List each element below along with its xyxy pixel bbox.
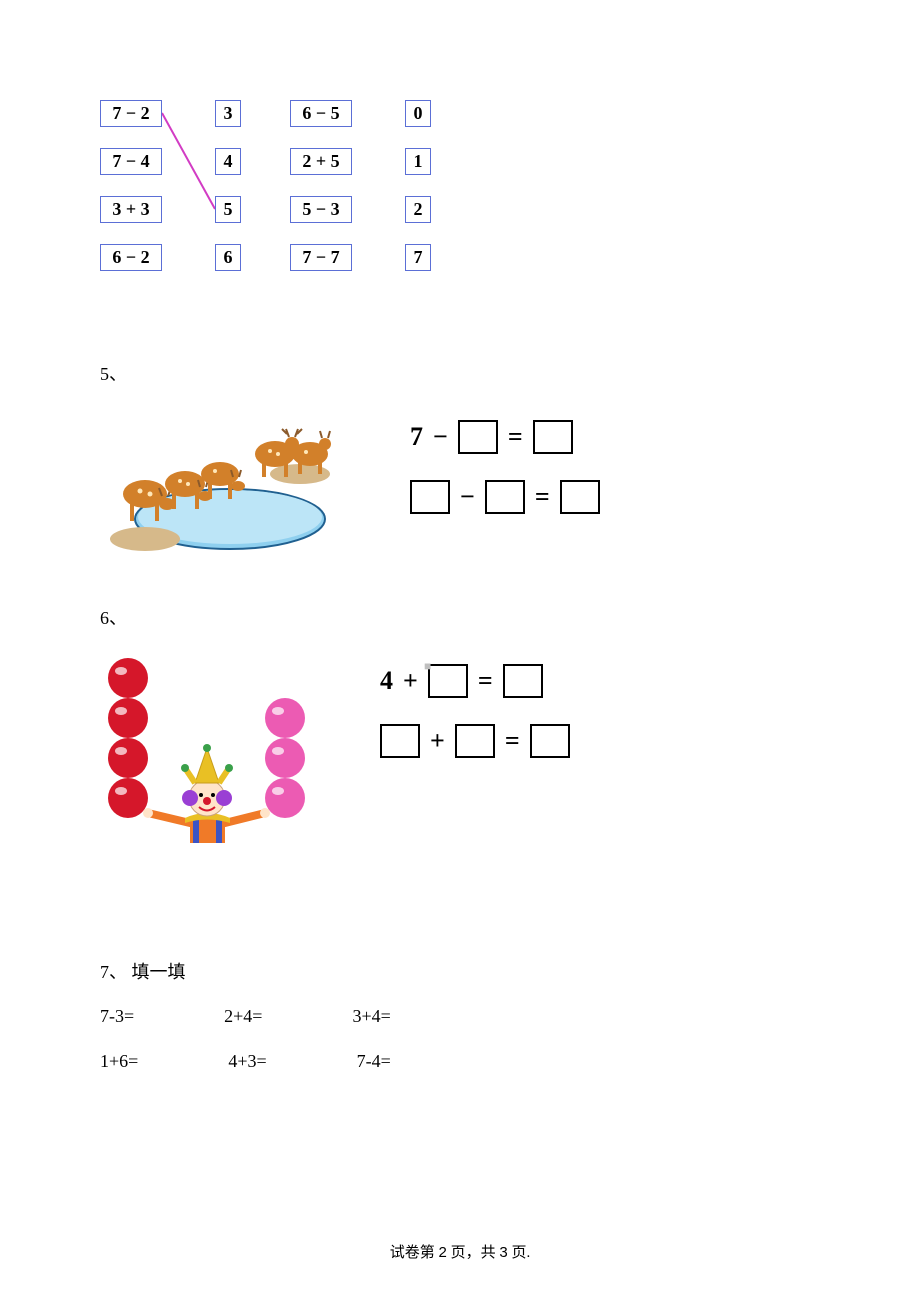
question-number: 7、 填一填 [100,958,820,984]
blank-box[interactable] [503,664,543,698]
match-answer: 6 [215,244,241,271]
match-expr: 2 + 5 [290,148,352,175]
pink-ball-stack [265,698,305,818]
blank-box[interactable] [458,420,498,454]
question-5: 5、 [100,360,820,554]
blank-box[interactable] [485,480,525,514]
blank-box[interactable] [428,664,468,698]
eq-op: − [433,422,448,452]
match-line [162,113,215,209]
equation-line: 7 − = [410,420,600,454]
question-6: 6、 [100,604,820,848]
eq-equals: = [508,422,523,452]
fill-item[interactable]: 4+3= [228,1051,266,1072]
watermark-icon: ■ [424,659,434,669]
match-answer: 2 [405,196,431,223]
blank-box[interactable] [380,724,420,758]
equation-line: − = [410,480,600,514]
clown-illustration [100,648,320,848]
match-answer: 0 [405,100,431,127]
red-ball-stack [108,658,148,818]
fill-item[interactable]: 3+4= [352,1006,390,1027]
question-number: 5、 [100,360,820,386]
equation-line: 4 + = [380,664,570,698]
fill-item[interactable]: 7-3= [100,1006,134,1027]
page-footer: 试卷第 2 页，共 3 页. [0,1241,920,1262]
fill-row: 7-3= 2+4= 3+4= [100,1006,820,1027]
question-number: 6、 [100,604,820,630]
eq-equals: = [478,666,493,696]
eq-prefix: 4 [380,666,393,696]
matching-exercise: 7 − 2 3 6 − 5 0 7 − 4 4 2 + 5 1 3 + 3 5 … [100,100,820,300]
match-answer: 5 [215,196,241,223]
match-expr: 7 − 4 [100,148,162,175]
blank-box[interactable] [533,420,573,454]
eq-op: + [430,726,445,756]
equation-line: + = [380,724,570,758]
fill-item[interactable]: 2+4= [224,1006,262,1027]
deer-illustration [100,404,350,554]
match-expr: 7 − 7 [290,244,352,271]
blank-box[interactable] [410,480,450,514]
eq-equals: = [505,726,520,756]
fill-row: 1+6= 4+3= 7-4= [100,1051,820,1072]
match-answer: 7 [405,244,431,271]
match-expr: 3 + 3 [100,196,162,223]
eq-equals: = [535,482,550,512]
eq-op: + [403,666,418,696]
fill-item[interactable]: 7-4= [357,1051,391,1072]
match-expr: 5 − 3 [290,196,352,223]
equation-group: 7 − = − = [410,404,600,514]
match-answer: 3 [215,100,241,127]
match-answer: 1 [405,148,431,175]
match-expr: 6 − 5 [290,100,352,127]
equation-group: 4 + = + = [380,648,570,758]
blank-box[interactable] [455,724,495,758]
blank-box[interactable] [530,724,570,758]
match-expr: 6 − 2 [100,244,162,271]
match-answer: 4 [215,148,241,175]
eq-prefix: 7 [410,422,423,452]
fill-item[interactable]: 1+6= [100,1051,138,1072]
eq-op: − [460,482,475,512]
blank-box[interactable] [560,480,600,514]
question-7: 7、 填一填 7-3= 2+4= 3+4= 1+6= 4+3= 7-4= [100,958,820,1072]
match-expr: 7 − 2 [100,100,162,127]
